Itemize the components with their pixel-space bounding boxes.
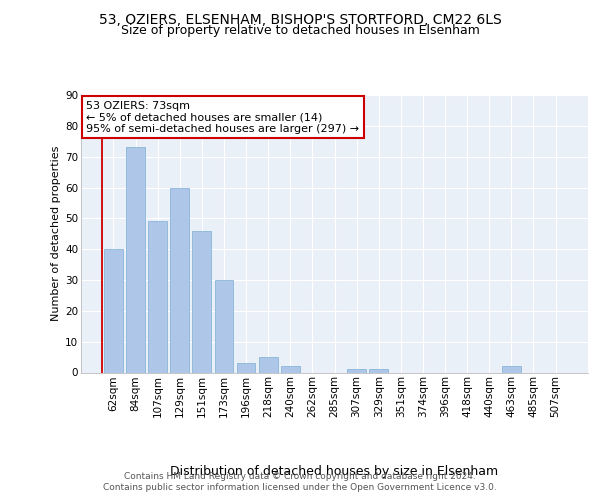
Bar (126, 148, 145, 372)
Bar (370, 370, 388, 372)
Bar (215, 280, 233, 372)
Text: 53 OZIERS: 73sqm
← 5% of detached houses are smaller (14)
95% of semi-detached h: 53 OZIERS: 73sqm ← 5% of detached houses… (86, 100, 359, 134)
Text: Contains HM Land Registry data © Crown copyright and database right 2024.: Contains HM Land Registry data © Crown c… (124, 472, 476, 481)
Text: Contains public sector information licensed under the Open Government Licence v3: Contains public sector information licen… (103, 483, 497, 492)
Bar (259, 357, 278, 372)
Text: Size of property relative to detached houses in Elsenham: Size of property relative to detached ho… (121, 24, 479, 37)
Bar (170, 188, 189, 372)
Bar (104, 249, 123, 372)
Bar (502, 366, 521, 372)
Bar (193, 230, 211, 372)
Y-axis label: Number of detached properties: Number of detached properties (51, 146, 61, 322)
Bar (281, 366, 299, 372)
Bar (236, 363, 256, 372)
X-axis label: Distribution of detached houses by size in Elsenham: Distribution of detached houses by size … (170, 464, 499, 477)
Bar (148, 222, 167, 372)
Bar (347, 370, 366, 372)
Text: 53, OZIERS, ELSENHAM, BISHOP'S STORTFORD, CM22 6LS: 53, OZIERS, ELSENHAM, BISHOP'S STORTFORD… (98, 12, 502, 26)
